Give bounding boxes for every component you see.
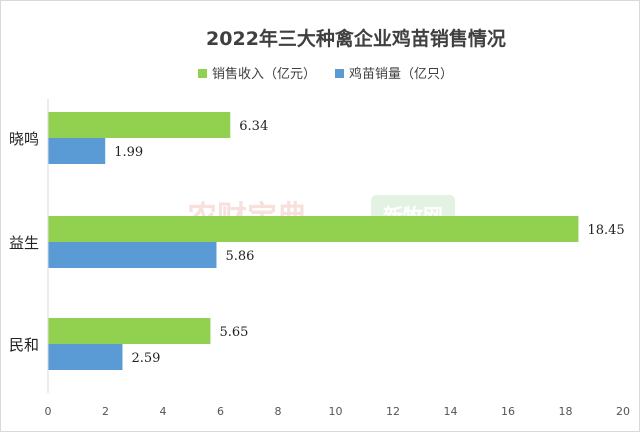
value-axis: 0 2 4 6 8 10 12 14 16 18 20 [45, 405, 631, 418]
category-label: 益生 [9, 234, 39, 252]
x-tick-label: 18 [559, 405, 573, 418]
legend: 销售收入（亿元） 鸡苗销量（亿只） [198, 66, 453, 82]
x-tick-label: 14 [444, 405, 458, 418]
category-label: 晓鸣 [9, 130, 39, 148]
legend-label-sales: 销售收入（亿元） [212, 66, 316, 82]
data-label-sales: 5.65 [219, 325, 248, 340]
data-label-sales: 18.45 [587, 223, 624, 238]
chart-title: 2022年三大种禽企业鸡苗销售情况 [206, 27, 506, 50]
bar-sales [48, 318, 211, 344]
x-tick-label: 2 [102, 405, 109, 418]
data-label-volume: 5.86 [225, 249, 254, 264]
legend-label-volume: 鸡苗销量（亿只） [349, 66, 453, 82]
x-tick-label: 4 [160, 405, 167, 418]
x-tick-label: 12 [386, 405, 400, 418]
category-label: 民和 [9, 336, 39, 354]
bar-sales [48, 216, 579, 242]
data-label-volume: 2.59 [131, 351, 160, 366]
data-label-volume: 1.99 [114, 145, 143, 160]
bar-volume [48, 138, 106, 164]
x-tick-label: 8 [275, 405, 282, 418]
x-tick-label: 0 [45, 405, 52, 418]
bar-volume [48, 242, 217, 268]
x-tick-label: 10 [329, 405, 343, 418]
bar-volume [48, 344, 123, 370]
x-tick-label: 6 [217, 405, 224, 418]
x-tick-label: 20 [616, 405, 630, 418]
bar-sales [48, 112, 231, 138]
bars-layer: 6.34 1.99 18.45 5.86 5.65 2.59 [48, 112, 625, 370]
data-label-sales: 6.34 [239, 119, 268, 134]
legend-swatch-volume [335, 69, 344, 78]
legend-swatch-sales [198, 69, 207, 78]
x-tick-label: 16 [501, 405, 515, 418]
